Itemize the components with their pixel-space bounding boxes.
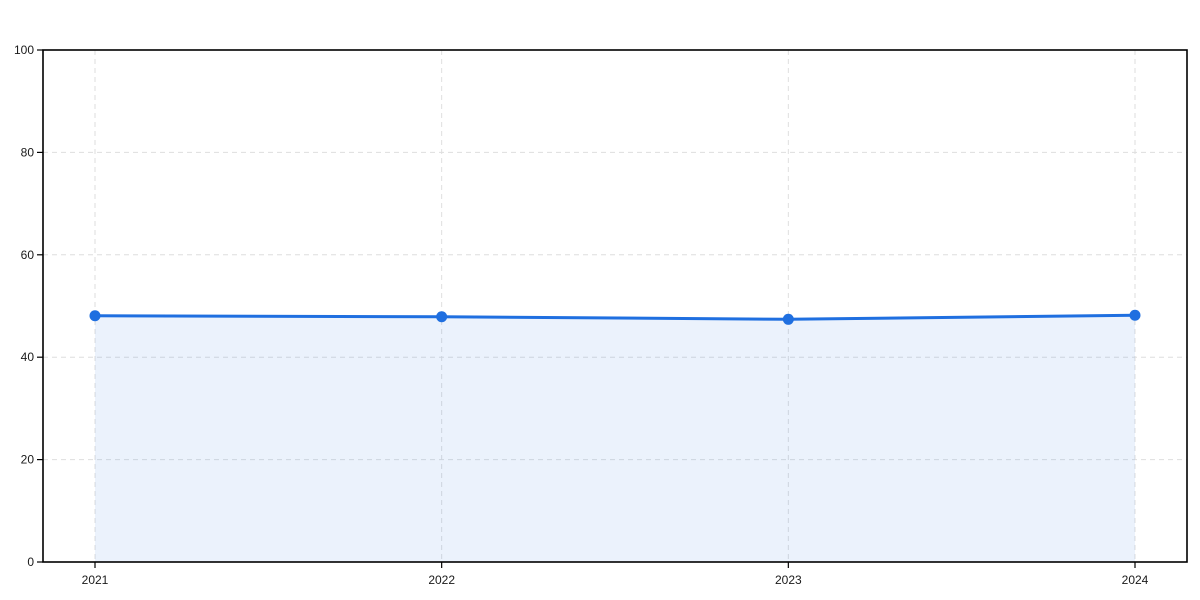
y-tick-label: 60: [21, 248, 35, 262]
area-fill: [95, 315, 1135, 562]
plot-border: [42, 49, 1188, 563]
data-point: [782, 313, 794, 325]
y-tick-label: 20: [21, 453, 35, 467]
y-tick-label: 80: [21, 145, 35, 159]
x-tick-label: 2023: [775, 573, 802, 587]
x-tick-label: 2024: [1122, 573, 1149, 587]
y-tick-label: 100: [14, 43, 34, 57]
y-tick-label: 0: [27, 555, 34, 569]
trend-line: [93, 313, 1137, 321]
data-point: [1129, 309, 1141, 321]
y-tick-label: 40: [21, 350, 35, 364]
x-tick-label: 2021: [82, 573, 109, 587]
data-point: [436, 311, 448, 323]
data-point: [89, 310, 101, 322]
x-tick-label: 2022: [428, 573, 455, 587]
